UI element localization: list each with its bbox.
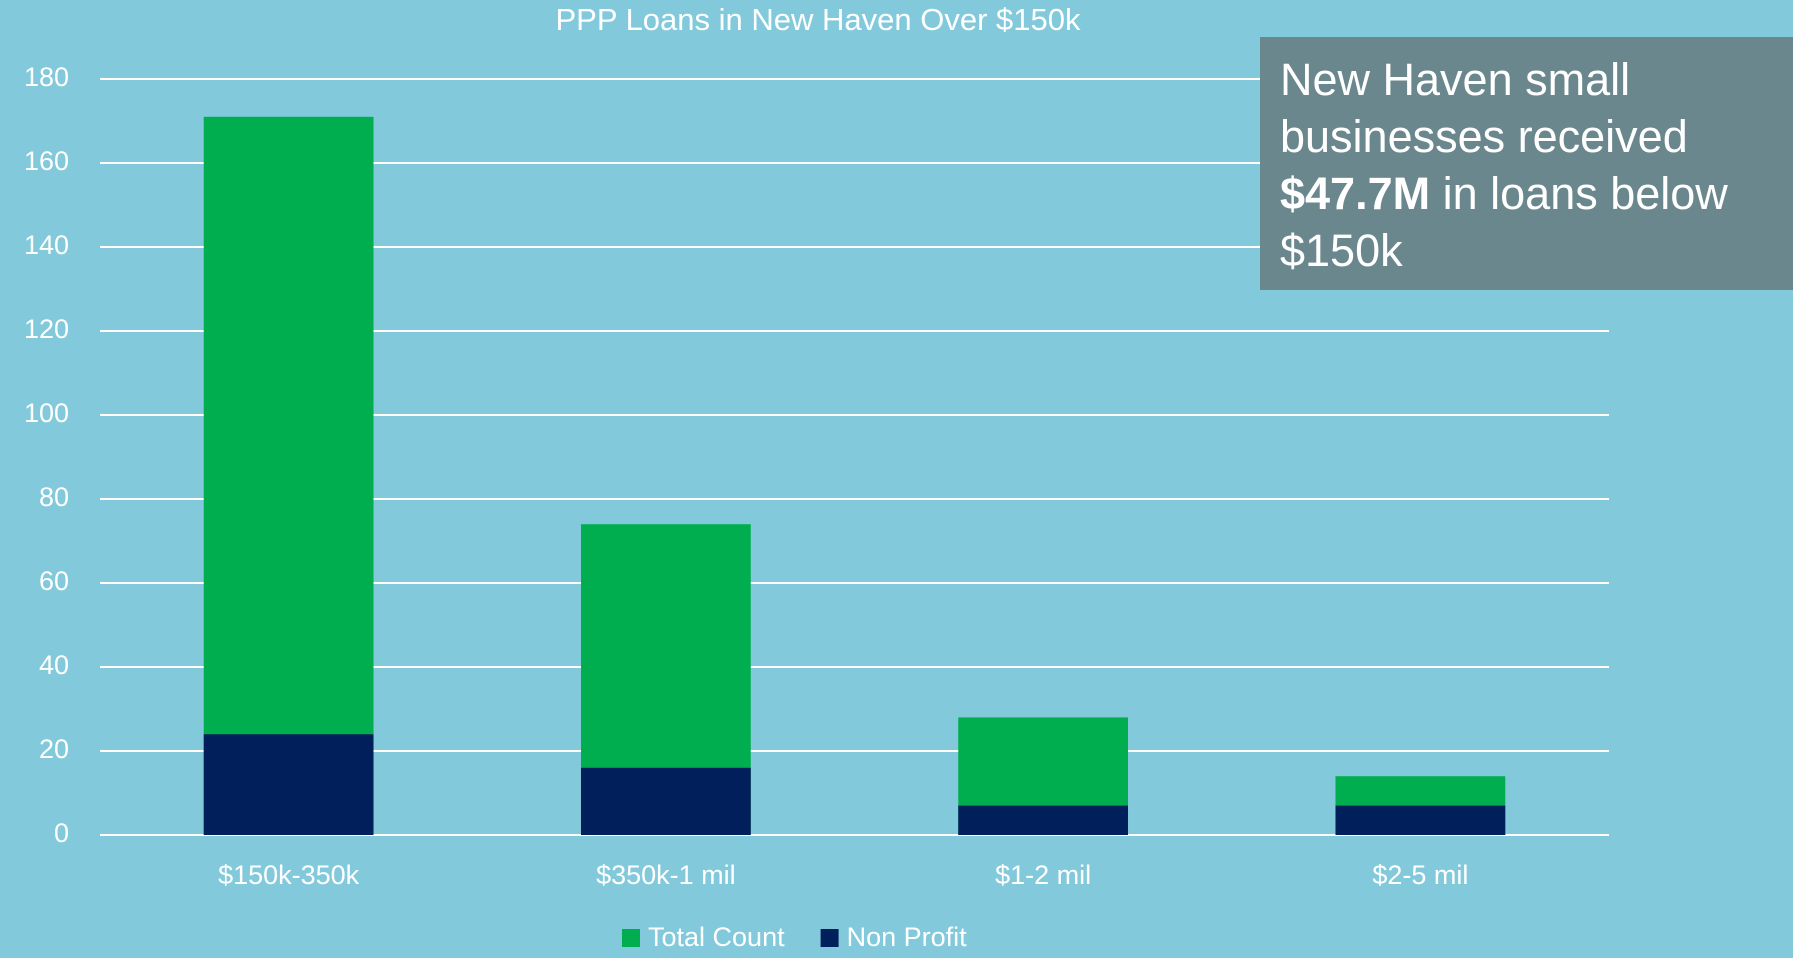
chart-title: PPP Loans in New Haven Over $150k: [555, 2, 1081, 37]
y-tick-label: 180: [24, 62, 69, 92]
annotation-text: in loans below $150k: [1280, 168, 1728, 276]
y-tick-label: 160: [24, 146, 69, 176]
y-tick-label: 140: [24, 230, 69, 260]
y-tick-label: 100: [24, 398, 69, 428]
x-tick-label: $150k-350k: [218, 860, 360, 890]
bar: [958, 805, 1129, 835]
bar: [203, 116, 374, 836]
y-tick-label: 60: [39, 566, 69, 596]
annotation-text: New Haven small businesses received: [1280, 54, 1688, 162]
legend-swatch: [622, 929, 640, 947]
legend-label: Non Profit: [847, 922, 968, 952]
x-tick-label: $350k-1 mil: [596, 860, 736, 890]
x-tick-label: $2-5 mil: [1372, 860, 1468, 890]
annotation: New Haven small businesses received $47.…: [1260, 37, 1793, 290]
annotation-highlight: $47.7M: [1280, 168, 1431, 219]
y-tick-label: 20: [39, 734, 69, 764]
y-tick-label: 80: [39, 482, 69, 512]
bar: [203, 734, 374, 835]
y-tick-label: 40: [39, 650, 69, 680]
bar: [1335, 805, 1506, 835]
x-tick-label: $1-2 mil: [995, 860, 1091, 890]
y-tick-label: 0: [54, 818, 69, 848]
legend-swatch: [820, 929, 839, 947]
y-tick-label: 120: [24, 314, 69, 344]
bar: [580, 767, 751, 835]
legend-label: Total Count: [648, 922, 785, 952]
